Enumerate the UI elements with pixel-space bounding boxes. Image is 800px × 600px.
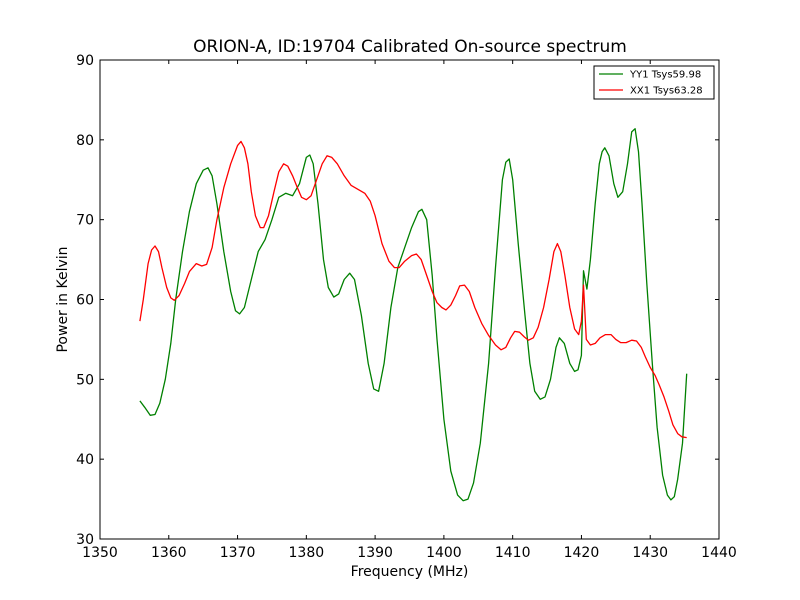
x-axis-label: Frequency (MHz)	[351, 564, 469, 580]
x-tick-label: 1390	[357, 545, 393, 561]
x-tick-label: 1400	[426, 545, 462, 561]
x-tick-label: 1380	[289, 545, 325, 561]
legend: YY1 Tsys59.98 XX1 Tsys63.28	[593, 65, 715, 100]
plot-area	[139, 128, 688, 502]
y-tick-label: 90	[76, 53, 94, 69]
legend-box	[593, 65, 715, 100]
x-axis: 1350 1360 1370 1380 1390 1400 1410 1420 1430 1440	[82, 60, 737, 561]
legend-label-2: XX1 Tsys63.28	[630, 86, 703, 97]
x-tick-label: 1370	[220, 545, 256, 561]
y-axis-label: Power in Kelvin	[55, 246, 71, 352]
y-tick-label: 40	[76, 452, 94, 468]
y-tick-label: 50	[76, 372, 94, 388]
x-tick-label: 1420	[564, 545, 600, 561]
x-tick-label: 1410	[495, 545, 531, 561]
y-axis: 30 40 50 60 70 80 90	[76, 53, 719, 548]
legend-label-1: YY1 Tsys59.98	[629, 70, 701, 81]
x-tick-label: 1350	[82, 545, 118, 561]
x-tick-label: 1360	[151, 545, 187, 561]
x-tick-label: 1430	[632, 545, 668, 561]
y-tick-label: 70	[76, 213, 94, 229]
series-line-2	[139, 140, 687, 439]
y-tick-label: 30	[76, 532, 94, 548]
x-tick-label: 1440	[701, 545, 737, 561]
chart-title: ORION-A, ID:19704 Calibrated On-source s…	[193, 37, 627, 57]
series-line-1	[139, 128, 688, 502]
y-tick-label: 60	[76, 293, 94, 309]
y-tick-label: 80	[76, 133, 94, 149]
